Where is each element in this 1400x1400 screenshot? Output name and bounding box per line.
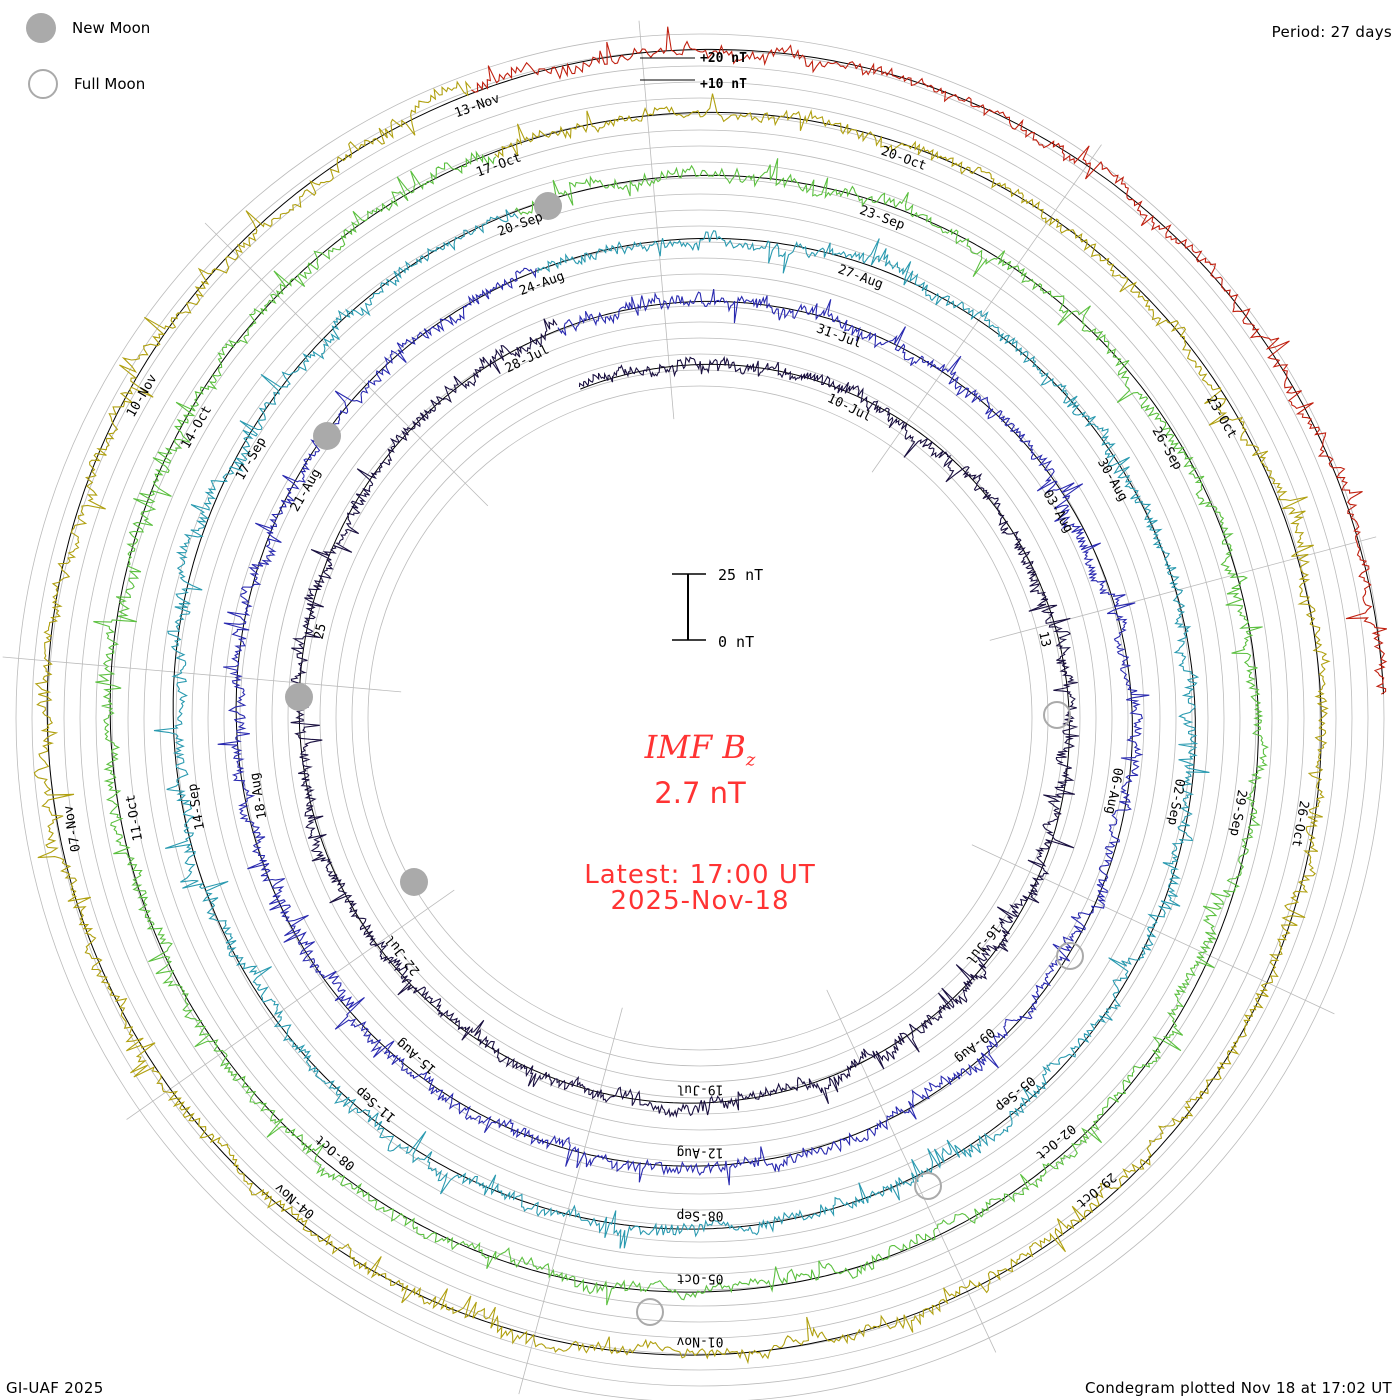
grid-circle [335,353,1065,1083]
grid-circle [63,81,1337,1355]
date-label: 27-Aug [836,262,885,292]
grid-ray [518,1007,623,1395]
new-moon-label: New Moon [72,19,151,37]
data-traces [33,26,1388,1365]
date-label: 12-Aug [677,1145,724,1160]
date-label: 15-Aug [394,1035,440,1077]
grid-circle [79,97,1321,1339]
grid-ray [638,20,675,420]
legend-full-moon: Full Moon [28,69,145,99]
zero-level-spiral [172,211,1196,1230]
amplitude-label-10: +10 nT [700,77,747,92]
series-trace [217,267,1150,1186]
latest-time: Latest: 17:00 UT [584,860,816,890]
date-label: 14-Oct [179,403,215,451]
grid-circle [367,385,1033,1051]
amplitude-label-20: +20 nT [700,51,747,66]
scale-bar-bottom-label: 0 nT [718,633,754,651]
date-label: 08-Sep [676,1208,723,1223]
date-label: 01-Nov [676,1334,723,1349]
amplitude-label-group: +20 nT +10 nT [640,51,747,92]
grid-ray [871,144,1102,473]
new-moon-icon [26,13,56,43]
zero-level-spiral [235,270,1133,1167]
grid-circle [319,337,1081,1099]
zero-level-spiral [109,151,1259,1293]
grid-circle [47,65,1353,1371]
grid-circle [111,129,1289,1307]
new-moon-marker [285,683,313,711]
grid-ray [126,889,455,1120]
moon-markers [285,192,1084,1326]
grid-circle [271,289,1129,1147]
period-label: Period: 27 days [1271,23,1392,41]
date-label: 22-Jul [382,932,423,978]
parameter-title: IMF Bz [500,728,900,770]
date-label: 13 [1035,630,1053,649]
parameter-name: IMF B [644,728,746,766]
date-label: 07-Nov [61,804,84,853]
date-label: 23-Oct [1203,393,1239,441]
footer-plotted: Condegram plotted Nov 18 at 17:02 UT [1085,1379,1392,1397]
new-moon-marker [534,192,562,220]
date-label: 05-Oct [677,1271,724,1286]
footer-credit: GI-UAF 2025 [6,1379,104,1397]
zero-level-spiral [472,48,1384,695]
grid-circle [159,177,1241,1259]
latest-date: 2025-Nov-18 [610,886,790,916]
zero-level-spiral [298,329,1070,1104]
grid-circle [95,113,1305,1323]
date-labels: 10-Jul1316-Jul19-Jul22-Jul2528-Jul31-Jul… [61,91,1311,1348]
full-moon-marker [1043,701,1071,729]
full-moon-label: Full Moon [74,75,146,93]
grid-circle [351,369,1049,1067]
date-label: 20-Oct [879,144,928,174]
grid-circle [127,145,1273,1291]
date-label: 10-Jul [825,391,874,425]
new-moon-marker [400,868,428,896]
date-label: 30-Aug [1094,456,1130,504]
series-trace [33,80,1331,1365]
date-label: 02-Sep [1164,777,1187,826]
full-moon-icon [28,69,58,99]
grid-circle [255,273,1145,1163]
date-label: 19-Jul [677,1082,724,1097]
scale-bar-top-label: 25 nT [718,566,763,584]
date-label: 29-Oct [1073,1169,1119,1211]
full-moon-marker [914,1172,942,1200]
grid-circle [15,33,1385,1400]
date-label: 18-Aug [247,771,270,820]
date-label: 29-Sep [1226,788,1249,837]
full-moon-marker [636,1298,664,1326]
date-label: 24-Aug [517,269,566,299]
date-label: 14-Sep [185,782,208,831]
grid-ray [204,222,489,507]
date-label: 11-Oct [123,793,146,842]
grid-circle [239,257,1161,1179]
series-trace [290,318,1080,1119]
series-trace [93,150,1269,1306]
grid-circle [191,209,1209,1227]
legend-new-moon: New Moon [26,13,150,43]
date-label: 03-Aug [1039,487,1075,535]
scale-bar: 25 nT 0 nT [672,566,763,651]
date-label: 13-Nov [453,91,502,121]
grid-circle [287,305,1113,1131]
grid-ray [2,656,402,693]
parameter-subscript: z [745,749,756,771]
date-label: 23-Sep [857,203,906,233]
grid-circle [207,225,1193,1211]
date-label: 25 [312,622,330,641]
grid-ray [826,989,997,1353]
grid-circle [303,321,1097,1115]
current-value: 2.7 nT [654,776,746,810]
new-moon-marker [313,422,341,450]
grid-circle [175,193,1225,1243]
series-trace [153,209,1210,1249]
series-trace [471,26,1388,695]
full-moon-marker [1056,942,1084,970]
